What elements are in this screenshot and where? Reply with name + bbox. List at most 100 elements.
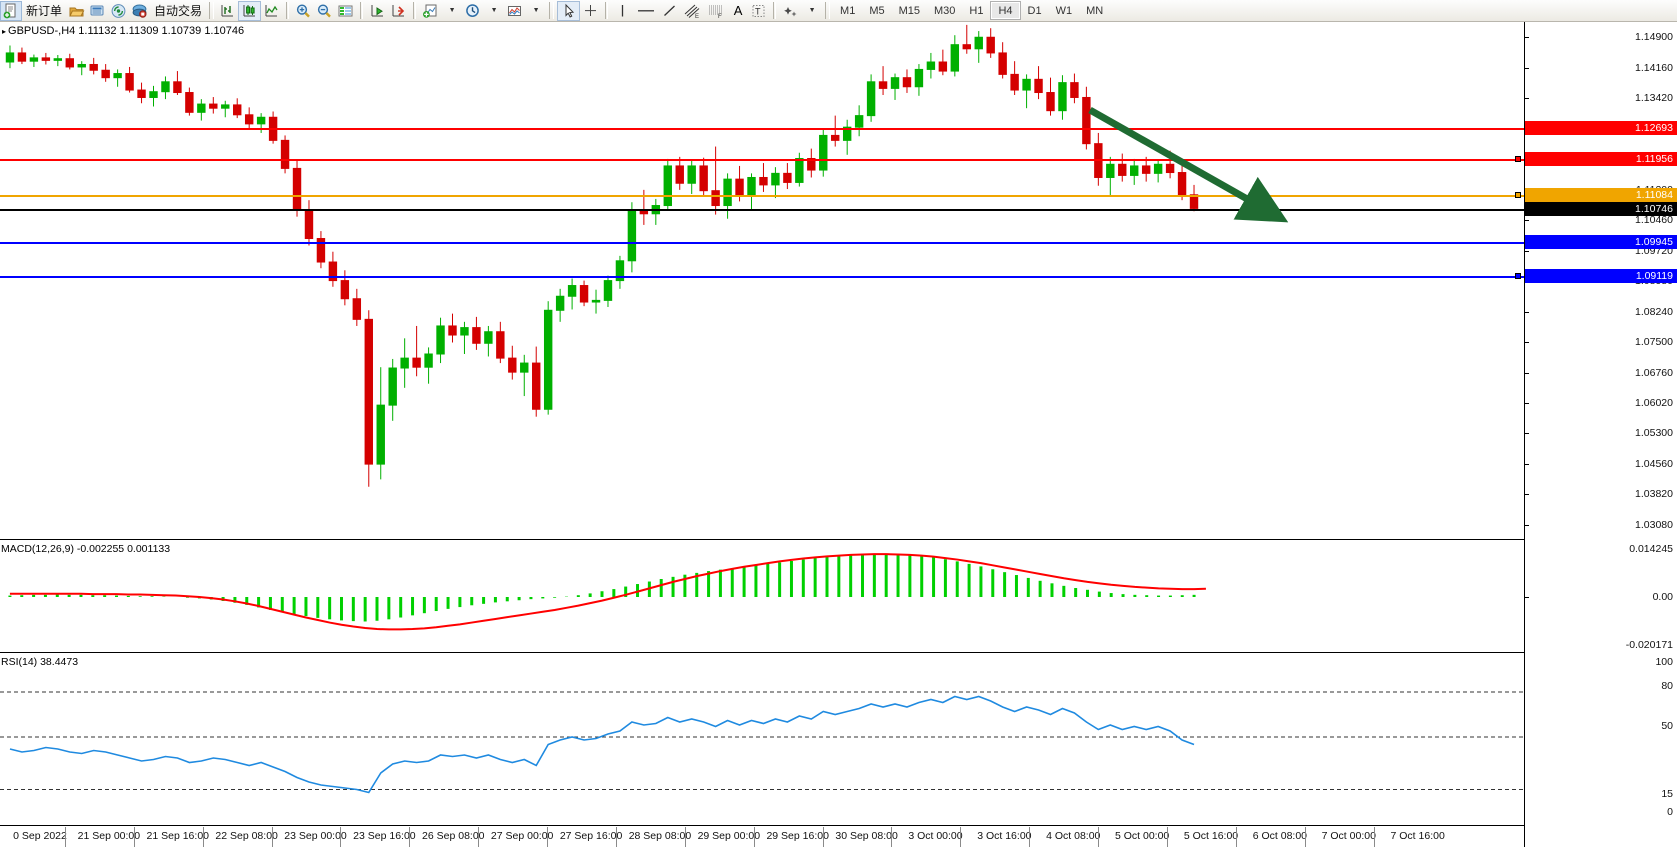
- timeframe-m15[interactable]: M15: [898, 4, 920, 17]
- rsi-plot-svg: [0, 691, 1524, 794]
- rsi-pane[interactable]: RSI(14) 38.4473: [0, 654, 1524, 826]
- cursor-icon[interactable]: [557, 0, 581, 21]
- auto-trading-label[interactable]: 自动交易: [154, 4, 203, 18]
- level-line-support-1[interactable]: [0, 241, 1524, 244]
- templates-icon[interactable]: [504, 1, 525, 21]
- fibonacci-icon[interactable]: F: [704, 1, 728, 21]
- price-tick: 1.05300: [1525, 427, 1677, 440]
- timeframe-m30[interactable]: M30: [934, 4, 956, 17]
- time-tick-mark: [960, 827, 962, 847]
- time-tick-mark: [1304, 827, 1306, 847]
- level-handle[interactable]: [1515, 155, 1521, 162]
- data-window-icon[interactable]: [87, 1, 108, 21]
- time-tick-label: 30 Sep 08:00: [835, 830, 898, 842]
- expert-advisor-icon[interactable]: [129, 1, 150, 21]
- add-indicator-dropdown-caret[interactable]: ▼: [448, 7, 456, 14]
- vertical-line-icon[interactable]: [612, 1, 633, 21]
- time-tick-label: 3 Oct 16:00: [977, 830, 1032, 842]
- level-handle[interactable]: [1515, 191, 1521, 198]
- auto-scroll-icon[interactable]: [388, 1, 409, 21]
- time-tick-label: 0 Sep 2022: [13, 830, 67, 842]
- price-badge-resistance-2[interactable]: 1.11956: [1515, 151, 1677, 166]
- text-label-icon[interactable]: T: [748, 1, 769, 21]
- symbol-ohlc-text: GBPUSD-,H4 1.11132 1.11309 1.10739 1.107…: [8, 25, 245, 37]
- time-tick-mark: [1098, 827, 1100, 847]
- time-tick-mark: [202, 827, 204, 847]
- timeframe-m5[interactable]: M5: [869, 4, 885, 17]
- templates-dropdown-caret[interactable]: ▼: [532, 7, 540, 14]
- price-badge-last-price[interactable]: 1.10746: [1525, 201, 1677, 216]
- main-toolbar: 新订单: [0, 0, 1677, 22]
- macd-axis-tick: 0.014245: [1629, 543, 1673, 555]
- price-badge-resistance-1[interactable]: 1.12693: [1525, 121, 1677, 136]
- timeframe-m1[interactable]: M1: [840, 4, 856, 17]
- timeframe-mn[interactable]: MN: [1086, 4, 1104, 17]
- shift-end-icon[interactable]: [367, 1, 388, 21]
- level-line-last-price[interactable]: [0, 208, 1524, 211]
- time-axis[interactable]: 0 Sep 2022 21 Sep 00:00 21 Sep 16:00 22 Sep…: [0, 827, 1524, 847]
- new-order-icon[interactable]: [0, 0, 22, 21]
- folder-icon[interactable]: [66, 1, 87, 21]
- time-tick-label: 4 Oct 08:00: [1046, 830, 1101, 842]
- rsi-axis-tick: 80: [1661, 680, 1673, 692]
- rsi-label: RSI(14) 38.4473: [1, 656, 79, 668]
- grid-icon[interactable]: [335, 1, 356, 21]
- period-clock-icon[interactable]: [462, 1, 483, 21]
- price-pane[interactable]: ▸ GBPUSD-,H4 1.11132 1.11309 1.10739 1.10…: [0, 22, 1524, 540]
- rsi-axis-tick: 100: [1655, 656, 1673, 668]
- toolbar-sep-3: [413, 2, 417, 19]
- time-tick-label: 26 Sep 08:00: [422, 830, 485, 842]
- time-tick-label: 7 Oct 00:00: [1321, 830, 1376, 842]
- zoom-in-icon[interactable]: [293, 1, 314, 21]
- time-tick-mark: [1167, 827, 1169, 847]
- price-badge-support-1[interactable]: 1.09945: [1525, 234, 1677, 249]
- price-badge-pivot-level[interactable]: 1.11084: [1515, 187, 1677, 202]
- shapes-icon[interactable]: [780, 1, 801, 21]
- time-tick-label: 29 Sep 00:00: [697, 830, 761, 842]
- signal-icon[interactable]: [108, 1, 129, 21]
- svg-text:F: F: [718, 14, 722, 19]
- bar-chart-icon[interactable]: [217, 1, 238, 21]
- time-tick-label: 21 Sep 16:00: [146, 830, 210, 842]
- time-tick-mark: [340, 827, 342, 847]
- chart-area[interactable]: ▸ GBPUSD-,H4 1.11132 1.11309 1.10739 1.10…: [0, 22, 1677, 847]
- zoom-out-icon[interactable]: [314, 1, 335, 21]
- candlestick-chart-icon[interactable]: [238, 0, 262, 21]
- time-tick-label: 6 Oct 08:00: [1252, 830, 1308, 842]
- text-icon[interactable]: A: [733, 3, 743, 18]
- timeframe-h1[interactable]: H1: [969, 4, 984, 17]
- equidistant-channel-icon[interactable]: E: [680, 1, 704, 21]
- level-handle[interactable]: [1515, 272, 1521, 279]
- collapse-arrow-icon[interactable]: ▸: [2, 27, 7, 36]
- crosshair-icon[interactable]: [580, 1, 601, 21]
- trendline-icon[interactable]: [659, 1, 680, 21]
- toolbar-sep-4: [605, 2, 609, 19]
- level-line-resistance-1[interactable]: [0, 128, 1524, 131]
- new-order-label[interactable]: 新订单: [26, 4, 63, 18]
- timeframe-d1[interactable]: D1: [1027, 4, 1042, 17]
- time-tick-label: 7 Oct 16:00: [1390, 830, 1445, 842]
- add-indicator-icon[interactable]: [420, 1, 441, 21]
- price-tick: 1.04560: [1525, 458, 1677, 471]
- svg-text:T: T: [755, 6, 761, 16]
- period-dropdown-caret[interactable]: ▼: [490, 7, 498, 14]
- macd-axis-tick: -0.020171: [1625, 639, 1673, 651]
- level-line-support-2[interactable]: [0, 275, 1524, 278]
- time-tick-mark: [1029, 827, 1031, 847]
- price-tick: 1.03820: [1525, 488, 1677, 501]
- rsi-axis-tick: 50: [1661, 720, 1673, 732]
- time-tick-label: 28 Sep 08:00: [628, 830, 692, 842]
- line-chart-icon[interactable]: [261, 1, 282, 21]
- timeframe-w1[interactable]: W1: [1055, 4, 1073, 17]
- price-badge-support-2[interactable]: 1.09119: [1515, 268, 1677, 283]
- price-axis[interactable]: 1.149001.141601.134201.126801.119401.112…: [1515, 22, 1677, 847]
- level-line-resistance-2[interactable]: [0, 158, 1524, 161]
- shapes-dropdown-caret[interactable]: ▼: [808, 7, 816, 14]
- level-line-pivot-level[interactable]: [0, 194, 1524, 197]
- macd-pane[interactable]: MACD(12,26,9) -0.002255 0.001133: [0, 541, 1524, 653]
- price-tick: 1.08240: [1525, 306, 1677, 319]
- time-tick-mark: [478, 827, 480, 847]
- horizontal-line-icon[interactable]: [633, 1, 659, 21]
- timeframe-h4[interactable]: H4: [990, 1, 1021, 20]
- time-tick-label: 5 Oct 16:00: [1183, 830, 1239, 842]
